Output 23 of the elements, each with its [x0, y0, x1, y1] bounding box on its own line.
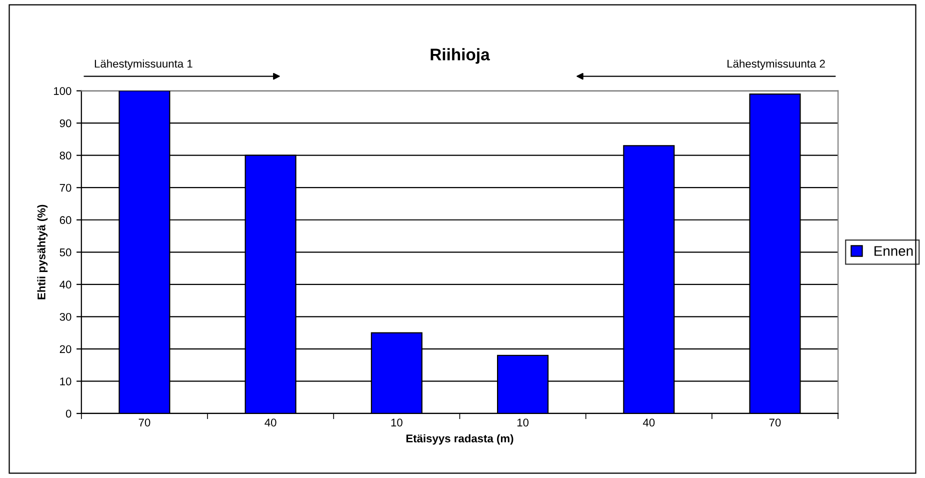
x-tick-label: 40 [642, 418, 655, 426]
x-tick-label: 70 [138, 418, 150, 426]
text: Lähestymissuunta 2 [728, 59, 825, 70]
x-tick-label: 70 [769, 418, 781, 426]
legend-label: Ennen [874, 246, 913, 256]
y-tick-label: 0 [66, 410, 72, 418]
y-tick-label: 40 [60, 280, 72, 289]
x-axis-title: Etäisyys radasta (m) [406, 434, 514, 445]
text: Lähestymissuunta 1 [94, 59, 192, 70]
y-tick-label: 80 [60, 152, 72, 160]
x-tick-label: 10 [517, 418, 529, 426]
x-tick-label: 10 [391, 418, 402, 426]
x-tick-label: 40 [264, 418, 276, 426]
y-tick-label: 60 [60, 216, 72, 224]
y-tick-label: 70 [60, 184, 72, 192]
y-tick-label: 20 [60, 345, 72, 354]
y-tick-label: 30 [60, 312, 72, 321]
y-tick-label: 100 [54, 87, 72, 95]
y-axis-title: Ehtii pysähtyä (%) [37, 204, 48, 300]
y-tick-label: 50 [60, 248, 72, 256]
chart-title: Riihioja [430, 48, 490, 64]
y-tick-label: 90 [60, 119, 72, 128]
y-tick-label: 10 [60, 377, 72, 386]
